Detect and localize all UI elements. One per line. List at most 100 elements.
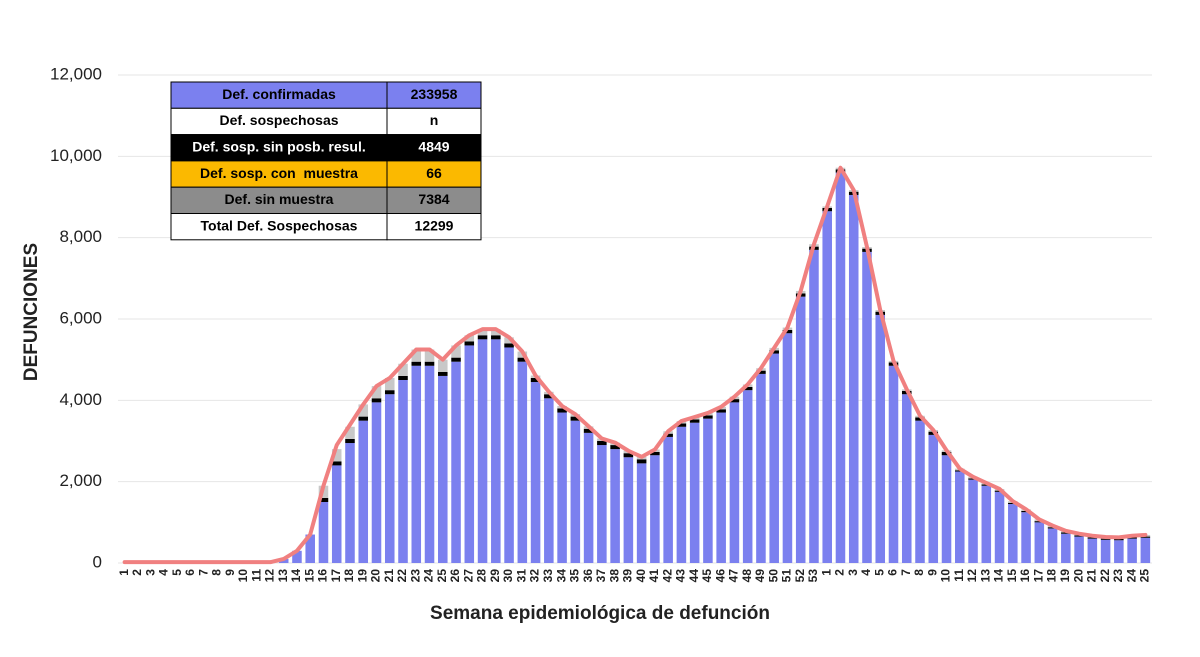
x-tick-label: 44: [687, 569, 701, 583]
bar-segment: [981, 485, 992, 563]
bar-segment: [968, 479, 978, 563]
table-value: 66: [426, 165, 442, 181]
bar-segment: [941, 455, 952, 563]
bar-segment: [398, 375, 408, 380]
table-value: 4849: [418, 138, 449, 154]
x-tick-label: 23: [1111, 569, 1125, 583]
bar-segment: [689, 422, 700, 563]
x-tick-label: 34: [554, 569, 568, 583]
bar-segment: [345, 443, 355, 563]
bar-segment: [1008, 504, 1018, 563]
bar-segment: [1087, 537, 1098, 539]
bar-segment: [795, 296, 806, 563]
table-cell: [170, 160, 388, 188]
x-tick-label: 26: [448, 569, 462, 583]
x-tick-label: 6: [183, 569, 197, 576]
bar-segment: [438, 359, 448, 372]
bar-segment: [676, 423, 687, 427]
bar-segment: [1061, 532, 1071, 534]
bar-segment: [305, 534, 315, 563]
x-tick-label: 22: [395, 569, 409, 583]
bar-segment: [862, 251, 872, 563]
x-tick-label: 1: [819, 569, 833, 576]
bar-segment: [424, 361, 435, 366]
table-cell: [386, 186, 482, 214]
x-tick-label: 16: [1018, 569, 1032, 583]
table-label: Def. sospechosas: [219, 112, 338, 128]
bar-segment: [491, 335, 501, 340]
bar-segment: [1127, 538, 1137, 563]
x-tick-label: 6: [886, 569, 900, 576]
bar-segment: [1114, 539, 1124, 541]
bar-segment: [1061, 533, 1071, 563]
bar-segment: [1074, 535, 1084, 537]
bar-segment: [835, 172, 846, 563]
x-tick-label: 4: [859, 569, 873, 576]
x-tick-label: 11: [952, 569, 966, 582]
y-tick-label: 6,000: [59, 308, 102, 327]
bar-segment: [411, 361, 422, 366]
y-tick-label: 12,000: [50, 64, 102, 83]
table-label: Def. sosp. con muestra: [200, 165, 358, 181]
bar-segment: [384, 377, 395, 391]
bar-segment: [318, 497, 329, 502]
bar-segment: [464, 341, 475, 346]
bar-segment: [742, 386, 753, 391]
x-tick-label: 46: [713, 569, 727, 583]
bar-segment: [782, 333, 793, 563]
table-cell: [386, 107, 482, 136]
bar-segment: [663, 433, 673, 437]
bar-segment: [1047, 527, 1058, 529]
x-tick-label: 29: [488, 569, 502, 583]
bar-segment: [438, 371, 448, 376]
bar-segment: [411, 349, 422, 362]
x-tick-label: 9: [223, 569, 237, 576]
bar-segment: [345, 438, 355, 444]
x-tick-label: 21: [1085, 569, 1099, 583]
bar-segment: [663, 436, 673, 563]
x-tick-label: 2: [833, 569, 847, 576]
x-tick-label: 27: [461, 569, 475, 583]
x-tick-label: 48: [740, 569, 754, 583]
x-tick-label: 19: [1058, 569, 1072, 583]
x-tick-label: 17: [329, 569, 343, 583]
bar-segment: [1140, 536, 1151, 538]
x-tick-label: 10: [236, 569, 250, 583]
x-tick-label: 32: [528, 569, 542, 583]
bar-segment: [557, 408, 567, 413]
x-tick-label: 11: [249, 569, 263, 582]
x-tick-label: 12: [263, 569, 277, 583]
bar-segment: [1100, 538, 1111, 540]
bar-segment: [809, 249, 819, 563]
bar-segment: [358, 416, 369, 421]
table-value: 12299: [415, 217, 454, 233]
x-tick-label: 24: [422, 569, 436, 583]
x-tick-label: 9: [925, 569, 939, 576]
table-cell: [170, 213, 388, 241]
x-tick-label: 45: [700, 569, 714, 583]
bar-segment: [1140, 537, 1151, 563]
bar-segment: [570, 420, 581, 563]
x-tick-label: 8: [912, 569, 926, 576]
x-tick-label: 21: [382, 569, 396, 583]
y-tick-label: 0: [93, 552, 102, 571]
bar-segment: [318, 502, 329, 563]
bar-segment: [504, 337, 514, 344]
bar-segment: [782, 329, 793, 334]
x-tick-label: 17: [1031, 569, 1045, 583]
bar-segment: [729, 399, 740, 403]
y-tick-label: 4,000: [59, 390, 102, 409]
table-cell: [386, 213, 482, 241]
x-tick-label: 23: [408, 569, 422, 583]
bar-segment: [650, 455, 660, 563]
bar-segment: [504, 347, 514, 563]
bar-segment: [464, 335, 475, 342]
x-tick-label: 25: [1138, 569, 1152, 583]
table-value: 233958: [411, 86, 458, 102]
bar-segment: [1021, 512, 1031, 563]
y-tick-label: 2,000: [59, 471, 102, 490]
bar-segment: [358, 420, 369, 563]
bar-segment: [583, 428, 594, 433]
table-label: Def. sosp. sin posb. resul.: [192, 138, 365, 154]
